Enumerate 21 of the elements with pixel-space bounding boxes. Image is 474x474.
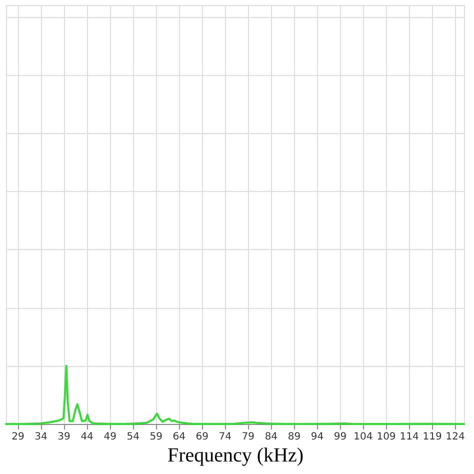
x-tick-label: 94 (310, 432, 324, 442)
x-tick-label: 49 (104, 432, 116, 442)
x-tick-label: 64 (172, 432, 186, 442)
x-tick-label: 109 (376, 432, 396, 442)
x-tick-label: 39 (58, 432, 70, 442)
x-tick-label: 29 (12, 432, 24, 442)
x-tick-label: 54 (126, 432, 140, 442)
x-tick-label: 59 (150, 432, 162, 442)
x-tick-label: 34 (34, 432, 48, 442)
x-tick-label: 69 (196, 432, 208, 442)
x-tick-label: 44 (80, 432, 94, 442)
x-axis-title: Frequency (kHz) (167, 444, 304, 466)
x-tick-label: 84 (264, 432, 278, 442)
x-tick-label: 124 (446, 432, 465, 442)
x-tick-label: 119 (422, 432, 442, 442)
x-tick-label: 104 (354, 432, 373, 442)
x-tick-label: 74 (218, 432, 232, 442)
x-tick-label: 79 (242, 432, 255, 442)
x-tick-label: 89 (288, 432, 301, 442)
x-tick-label: 114 (400, 432, 419, 442)
x-tick-label: 99 (334, 432, 347, 442)
